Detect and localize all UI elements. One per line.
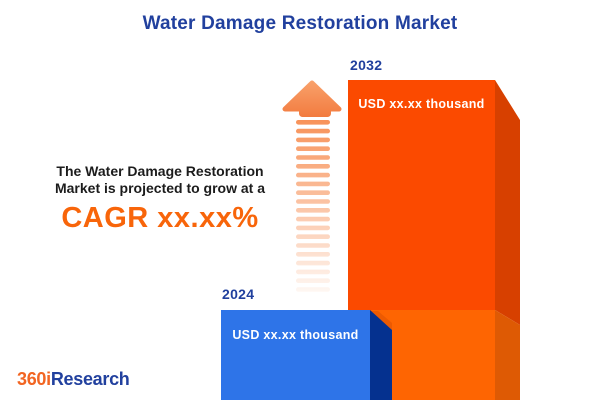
bar-2024-side bbox=[370, 310, 392, 400]
year-label-2024: 2024 bbox=[222, 286, 255, 302]
brand-logo: 360iResearch bbox=[17, 369, 130, 390]
bar-2032-side-upper bbox=[495, 80, 520, 325]
arrow-stripes-icon bbox=[296, 120, 330, 292]
growth-annotation: The Water Damage Restoration Market is p… bbox=[32, 163, 288, 233]
page-title: Water Damage Restoration Market bbox=[142, 13, 458, 34]
bar-2032-value-label: USD xx.xx thousand bbox=[358, 97, 485, 111]
bar-2024-value-label: USD xx.xx thousand bbox=[232, 328, 359, 342]
bar-2024-face bbox=[221, 310, 370, 400]
logo-suffix: Research bbox=[50, 369, 130, 389]
growth-arrow-icon bbox=[282, 80, 342, 292]
arrow-stem-icon bbox=[299, 104, 331, 117]
annotation-line-1: The Water Damage Restoration bbox=[56, 163, 264, 179]
logo-prefix: 360i bbox=[17, 369, 51, 389]
year-label-2032: 2032 bbox=[350, 57, 383, 73]
annotation-line-2: Market is projected to grow at a bbox=[54, 180, 266, 196]
cagr-value: CAGR xx.xx% bbox=[61, 202, 259, 234]
bar-2032-face-upper bbox=[348, 80, 495, 310]
bar-2032-side-lower bbox=[495, 310, 520, 400]
